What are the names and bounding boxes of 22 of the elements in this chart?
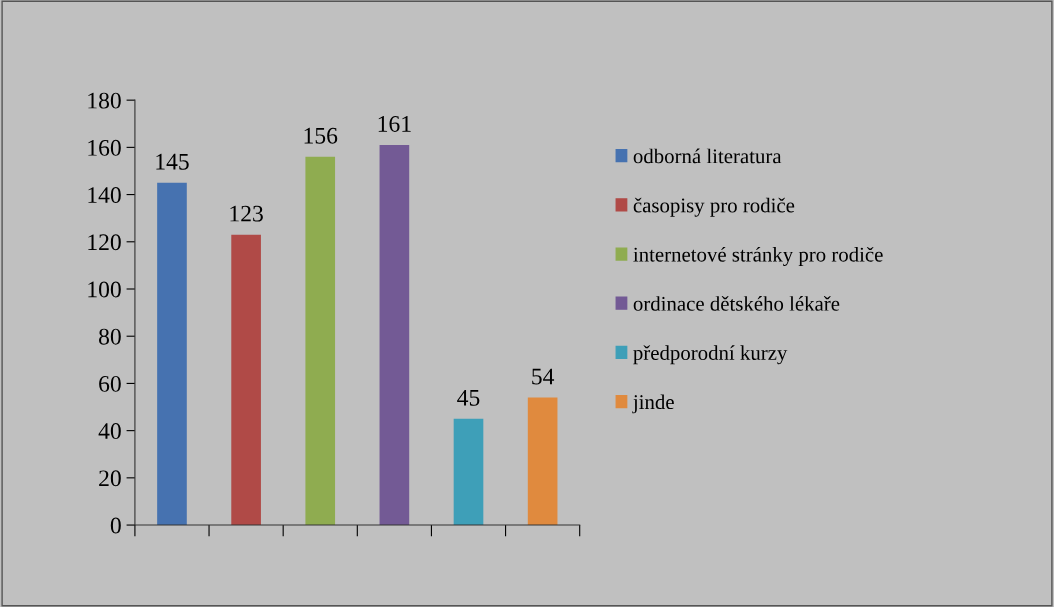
data-label: 123: [230, 205, 263, 222]
data-label: 161: [378, 116, 411, 132]
y-tick-label: 80: [99, 328, 121, 345]
data-label: 54: [532, 368, 555, 385]
legend-label: ordinace dětského lékaře: [633, 296, 840, 311]
legend-label: časopisy pro rodiče: [633, 197, 795, 217]
legend-label: předporodní kurzy: [633, 345, 788, 365]
y-tick-label: 60: [99, 375, 121, 392]
y-tick-label: 120: [88, 234, 121, 251]
legend-label: jinde: [632, 394, 674, 414]
y-tick-label: 20: [99, 470, 121, 487]
y-tick-label: 180: [88, 92, 121, 109]
legend-label: odborná literatura: [633, 148, 782, 164]
data-label: 145: [156, 153, 189, 170]
y-tick-label: 140: [88, 187, 121, 203]
y-tick-label: 40: [98, 423, 121, 440]
legend-label: internetové stránky pro rodiče: [633, 246, 883, 266]
data-label: 45: [457, 389, 480, 406]
y-tick-label: 100: [88, 281, 121, 298]
y-tick-label: 160: [88, 139, 121, 156]
data-label: 156: [304, 127, 338, 144]
y-tick-label: 0: [110, 517, 121, 534]
